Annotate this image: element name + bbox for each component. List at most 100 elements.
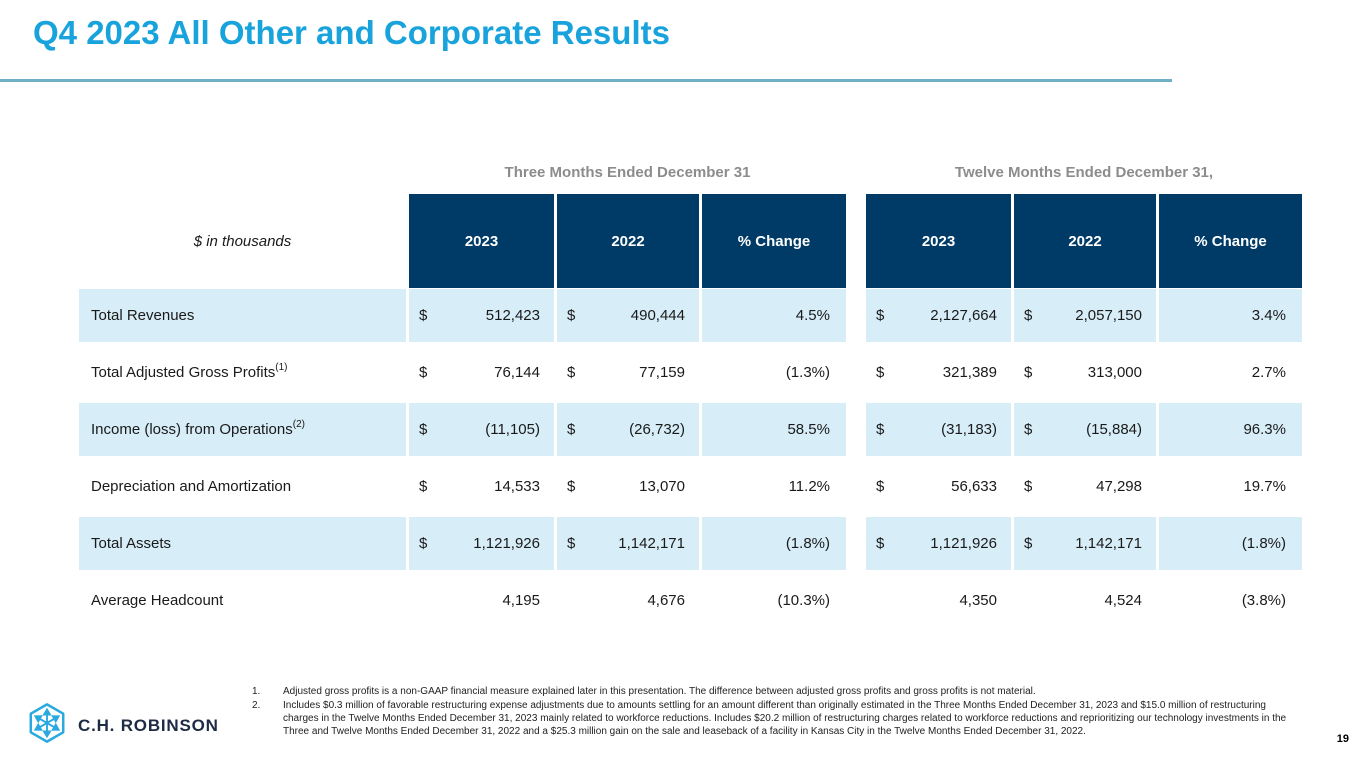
footnote-text: Includes $0.3 million of favorable restr… <box>283 700 1287 737</box>
footnote-2: 2. Includes $0.3 million of favorable re… <box>252 699 1287 738</box>
cell-tm-2022: $1,142,171 <box>557 517 699 570</box>
currency-sign: $ <box>876 535 885 552</box>
group-gap <box>849 346 863 399</box>
currency-sign: $ <box>876 421 885 438</box>
cell-twm-2022: $2,057,150 <box>1014 289 1156 342</box>
currency-sign: $ <box>419 421 428 438</box>
cell-twm-change: (1.8%) <box>1159 517 1302 570</box>
group-gap <box>849 289 863 342</box>
table-row: Income (loss) from Operations (2) $ (11,10… <box>79 403 1302 456</box>
row-label: Total Assets <box>79 517 406 570</box>
group-gap <box>849 517 863 570</box>
cell-tm-2022: $ (26,732) <box>557 403 699 456</box>
cell-tm-2023: $ (11,105) <box>409 403 554 456</box>
currency-sign: $ <box>876 364 885 381</box>
cell-twm-2023: 4,350 <box>866 574 1011 627</box>
cell-tm-change: (1.3%) <box>702 346 846 399</box>
currency-sign: $ <box>567 478 576 495</box>
cell-tm-2022: $13,070 <box>557 460 699 513</box>
results-table: Three Months Ended December 31 Twelve Mo… <box>79 164 1302 627</box>
group-gap <box>849 460 863 513</box>
table-body: Total Revenues $512,423 $490,444 4.5% $2… <box>79 289 1302 627</box>
row-label: Depreciation and Amortization <box>79 460 406 513</box>
group-gap <box>849 403 863 456</box>
currency-sign: $ <box>876 478 885 495</box>
col-header-tm-2023: 2023 <box>409 194 554 288</box>
footnotes: 1. Adjusted gross profits is a non-GAAP … <box>252 685 1287 739</box>
cell-twm-2023: $ (31,183) <box>866 403 1011 456</box>
currency-sign: $ <box>1024 535 1033 552</box>
cell-twm-2023: $321,389 <box>866 346 1011 399</box>
table-column-headers: $ in thousands 2023 2022 % Change 2023 2… <box>79 194 1302 288</box>
title-underline <box>0 79 1172 82</box>
logo-wordmark: C.H. ROBINSON <box>78 715 219 735</box>
currency-sign: $ <box>1024 364 1033 381</box>
col-header-tm-change: % Change <box>702 194 846 288</box>
footnote-1: 1. Adjusted gross profits is a non-GAAP … <box>252 685 1287 698</box>
col-header-twm-2022: 2022 <box>1014 194 1156 288</box>
cell-tm-2023: 4,195 <box>409 574 554 627</box>
cell-twm-2022: $313,000 <box>1014 346 1156 399</box>
currency-sign: $ <box>567 421 576 438</box>
col-header-twm-change: % Change <box>1159 194 1302 288</box>
currency-sign: $ <box>567 307 576 324</box>
row-label: Income (loss) from Operations (2) <box>79 403 406 456</box>
row-label-header: $ in thousands <box>193 232 292 250</box>
currency-sign: $ <box>419 535 428 552</box>
cell-twm-change: (3.8%) <box>1159 574 1302 627</box>
ch-robinson-hexagon-icon <box>26 702 68 749</box>
table-row: Depreciation and Amortization $14,533 $1… <box>79 460 1302 513</box>
currency-sign: $ <box>567 364 576 381</box>
col-header-tm-2022: 2022 <box>557 194 699 288</box>
currency-sign: $ <box>1024 478 1033 495</box>
cell-twm-change: 19.7% <box>1159 460 1302 513</box>
table-row: Average Headcount 4,195 4,676 (10.3%) 4,… <box>79 574 1302 627</box>
cell-twm-2022: $47,298 <box>1014 460 1156 513</box>
currency-sign: $ <box>419 364 428 381</box>
cell-tm-change: (1.8%) <box>702 517 846 570</box>
cell-tm-2023: $1,121,926 <box>409 517 554 570</box>
cell-twm-2023: $2,127,664 <box>866 289 1011 342</box>
footnote-number: 2. <box>252 700 261 711</box>
page-title: Q4 2023 All Other and Corporate Results <box>33 14 670 51</box>
row-label: Average Headcount <box>79 574 406 627</box>
group-gap <box>849 574 863 627</box>
cell-tm-change: 11.2% <box>702 460 846 513</box>
page-number: 19 <box>1336 733 1349 745</box>
currency-sign: $ <box>419 478 428 495</box>
currency-sign: $ <box>876 307 885 324</box>
cell-tm-2022: $490,444 <box>557 289 699 342</box>
cell-tm-2022: 4,676 <box>557 574 699 627</box>
cell-twm-2023: $1,121,926 <box>866 517 1011 570</box>
cell-tm-change: (10.3%) <box>702 574 846 627</box>
group-header-three-months: Three Months Ended December 31 <box>504 164 751 181</box>
row-label: Total Revenues <box>79 289 406 342</box>
group-header-twelve-months: Twelve Months Ended December 31, <box>954 164 1214 181</box>
cell-tm-change: 58.5% <box>702 403 846 456</box>
currency-sign: $ <box>1024 421 1033 438</box>
cell-twm-2022: $ (15,884) <box>1014 403 1156 456</box>
cell-twm-2023: $56,633 <box>866 460 1011 513</box>
table-row: Total Revenues $512,423 $490,444 4.5% $2… <box>79 289 1302 342</box>
group-gap <box>849 194 863 288</box>
cell-twm-2022: 4,524 <box>1014 574 1156 627</box>
cell-tm-change: 4.5% <box>702 289 846 342</box>
currency-sign: $ <box>419 307 428 324</box>
footnote-text: Adjusted gross profits is a non-GAAP fin… <box>283 686 1036 697</box>
ch-robinson-logo: C.H. ROBINSON <box>26 702 219 749</box>
currency-sign: $ <box>1024 307 1033 324</box>
currency-sign: $ <box>567 535 576 552</box>
row-label: Total Adjusted Gross Profits (1) <box>79 346 406 399</box>
table-row: Total Assets $1,121,926 $1,142,171 (1.8%… <box>79 517 1302 570</box>
table-row: Total Adjusted Gross Profits (1) $76,144 … <box>79 346 1302 399</box>
cell-twm-change: 96.3% <box>1159 403 1302 456</box>
footnote-number: 1. <box>252 686 261 697</box>
cell-tm-2023: $512,423 <box>409 289 554 342</box>
cell-tm-2023: $76,144 <box>409 346 554 399</box>
cell-tm-2022: $77,159 <box>557 346 699 399</box>
cell-twm-change: 3.4% <box>1159 289 1302 342</box>
cell-twm-2022: $1,142,171 <box>1014 517 1156 570</box>
cell-twm-change: 2.7% <box>1159 346 1302 399</box>
cell-tm-2023: $14,533 <box>409 460 554 513</box>
table-group-headers: Three Months Ended December 31 Twelve Mo… <box>79 164 1302 194</box>
